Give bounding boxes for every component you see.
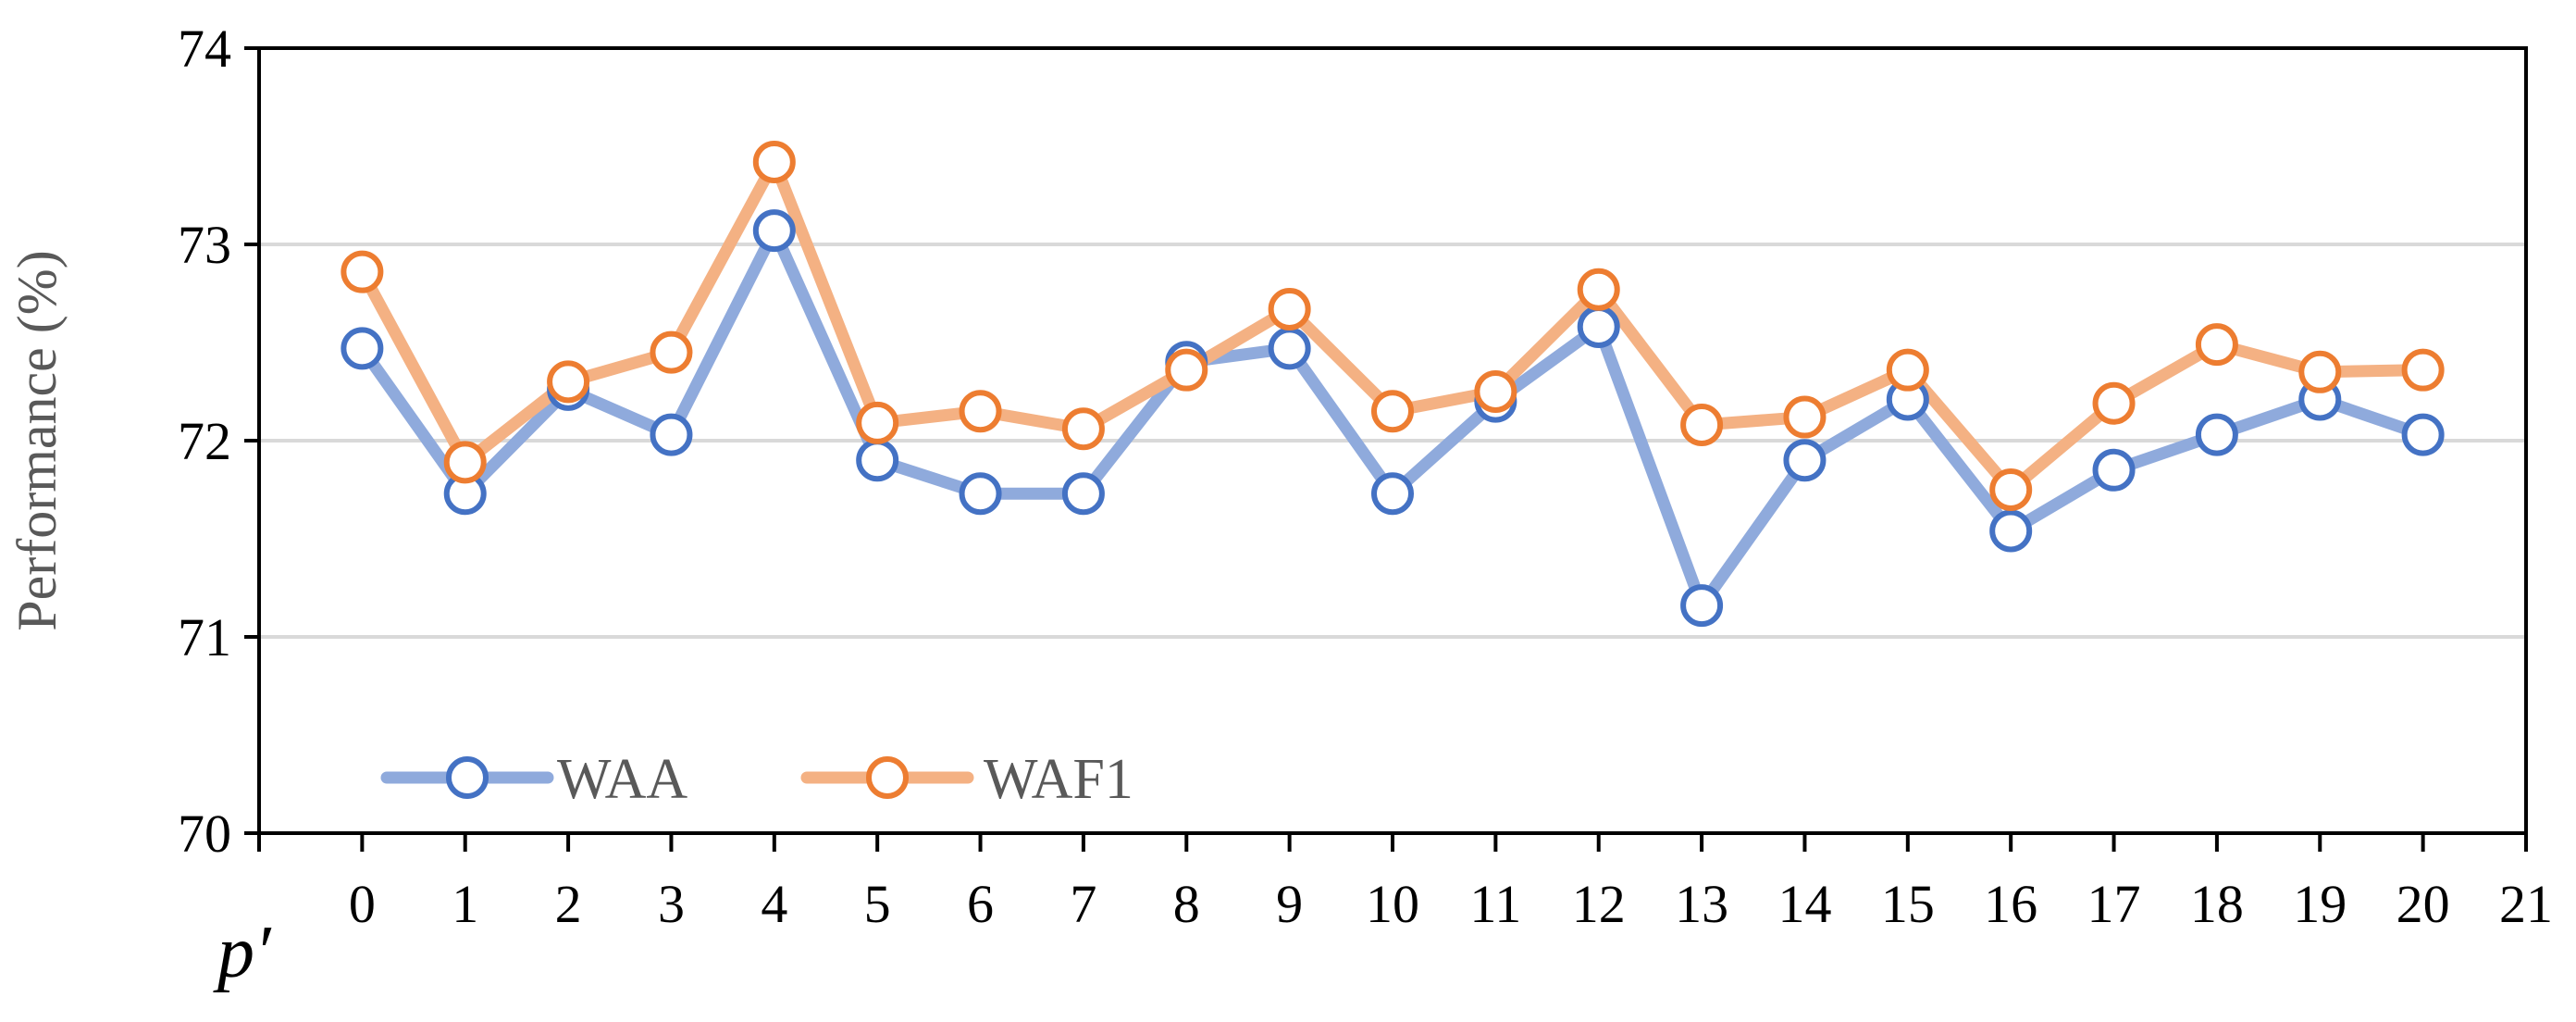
data-point-waa <box>1783 439 1827 482</box>
data-point-waa <box>752 209 796 253</box>
data-point-waa <box>1577 305 1620 349</box>
data-point-waf1 <box>650 330 693 374</box>
x-tick-label: 19 <box>2293 874 2347 934</box>
x-tick-label: 11 <box>1469 874 1521 934</box>
x-tick-label: 9 <box>1276 874 1303 934</box>
data-point-waf1 <box>2298 350 2342 393</box>
data-point-waa <box>856 439 899 482</box>
data-point-waa <box>1371 472 1414 516</box>
y-tick-label: 74 <box>178 19 231 79</box>
y-tick-label: 73 <box>178 215 231 275</box>
y-tick-labels: 70 71 72 73 74 <box>178 19 231 864</box>
data-point-waa <box>341 327 384 370</box>
x-tick-label: 5 <box>864 874 891 934</box>
x-tick-label: 0 <box>349 874 376 934</box>
x-tick-label: 3 <box>658 874 685 934</box>
data-point-waf1 <box>443 441 487 484</box>
x-tick-label: 12 <box>1572 874 1626 934</box>
y-axis-label: Performance (%) <box>6 250 68 630</box>
grid-lines <box>259 243 2526 639</box>
legend-item-waa: WAA <box>380 748 687 811</box>
data-point-waf1 <box>1680 404 1724 447</box>
x-axis-ticks <box>257 833 2528 852</box>
legend-item-waf1: WAF1 <box>800 748 1133 811</box>
legend-label-waf1: WAF1 <box>984 748 1133 811</box>
x-tick-label: 1 <box>452 874 478 934</box>
y-tick-label: 70 <box>178 804 231 864</box>
legend-label-waa: WAA <box>557 748 687 811</box>
data-point-waa <box>2092 448 2136 492</box>
data-point-waf1 <box>547 360 590 404</box>
x-tick-label: 16 <box>1984 874 2037 934</box>
y-tick-label: 71 <box>178 607 231 667</box>
x-tick-label: 18 <box>2190 874 2244 934</box>
data-point-waf1 <box>1371 390 1414 433</box>
data-point-waf1 <box>1577 268 1620 311</box>
legend-swatch-waa-marker <box>446 756 489 799</box>
x-tick-label: 17 <box>2087 874 2141 934</box>
data-point-waa <box>650 413 693 456</box>
data-point-waf1 <box>959 390 1002 433</box>
x-tick-labels: 0 1 2 3 4 5 6 7 8 9 10 11 12 13 14 15 16 17 18 19 20 21 <box>349 874 2553 934</box>
data-point-waa <box>1061 472 1105 516</box>
x-axis-label: p′ <box>213 912 272 993</box>
data-point-waf1 <box>1268 287 1311 330</box>
data-point-waa <box>959 472 1002 516</box>
x-tick-label: 21 <box>2499 874 2553 934</box>
x-tick-label: 4 <box>761 874 787 934</box>
data-point-waf1 <box>1886 348 1929 392</box>
x-tick-label: 20 <box>2396 874 2450 934</box>
y-axis-ticks <box>244 46 259 835</box>
data-point-waf1 <box>1474 370 1517 413</box>
x-tick-label: 7 <box>1070 874 1096 934</box>
y-tick-label: 72 <box>178 411 231 471</box>
data-point-waa <box>2401 413 2445 456</box>
series-layer <box>341 140 2445 628</box>
data-point-waf1 <box>1989 468 2033 511</box>
data-point-waf1 <box>856 401 899 444</box>
data-point-waf1 <box>2092 381 2136 425</box>
x-tick-label: 13 <box>1675 874 1728 934</box>
data-point-waa <box>1989 509 2033 553</box>
x-tick-label: 6 <box>967 874 994 934</box>
x-tick-label: 15 <box>1881 874 1935 934</box>
data-point-waa <box>1680 584 1724 628</box>
x-tick-label: 14 <box>1777 874 1831 934</box>
data-point-waf1 <box>1165 348 1208 392</box>
data-point-waf1 <box>2195 323 2238 367</box>
data-point-waa <box>1268 327 1311 370</box>
x-tick-label: 2 <box>555 874 582 934</box>
data-point-waf1 <box>2401 348 2445 392</box>
legend: WAA WAF1 <box>380 748 1133 811</box>
data-point-waf1 <box>752 140 796 183</box>
legend-swatch-waf1-marker <box>866 756 909 799</box>
data-point-waf1 <box>1061 407 1105 451</box>
data-point-waf1 <box>1783 395 1827 439</box>
data-point-waf1 <box>341 250 384 293</box>
x-tick-label: 10 <box>1366 874 1419 934</box>
data-point-waa <box>2195 413 2238 456</box>
x-tick-label: 8 <box>1173 874 1200 934</box>
